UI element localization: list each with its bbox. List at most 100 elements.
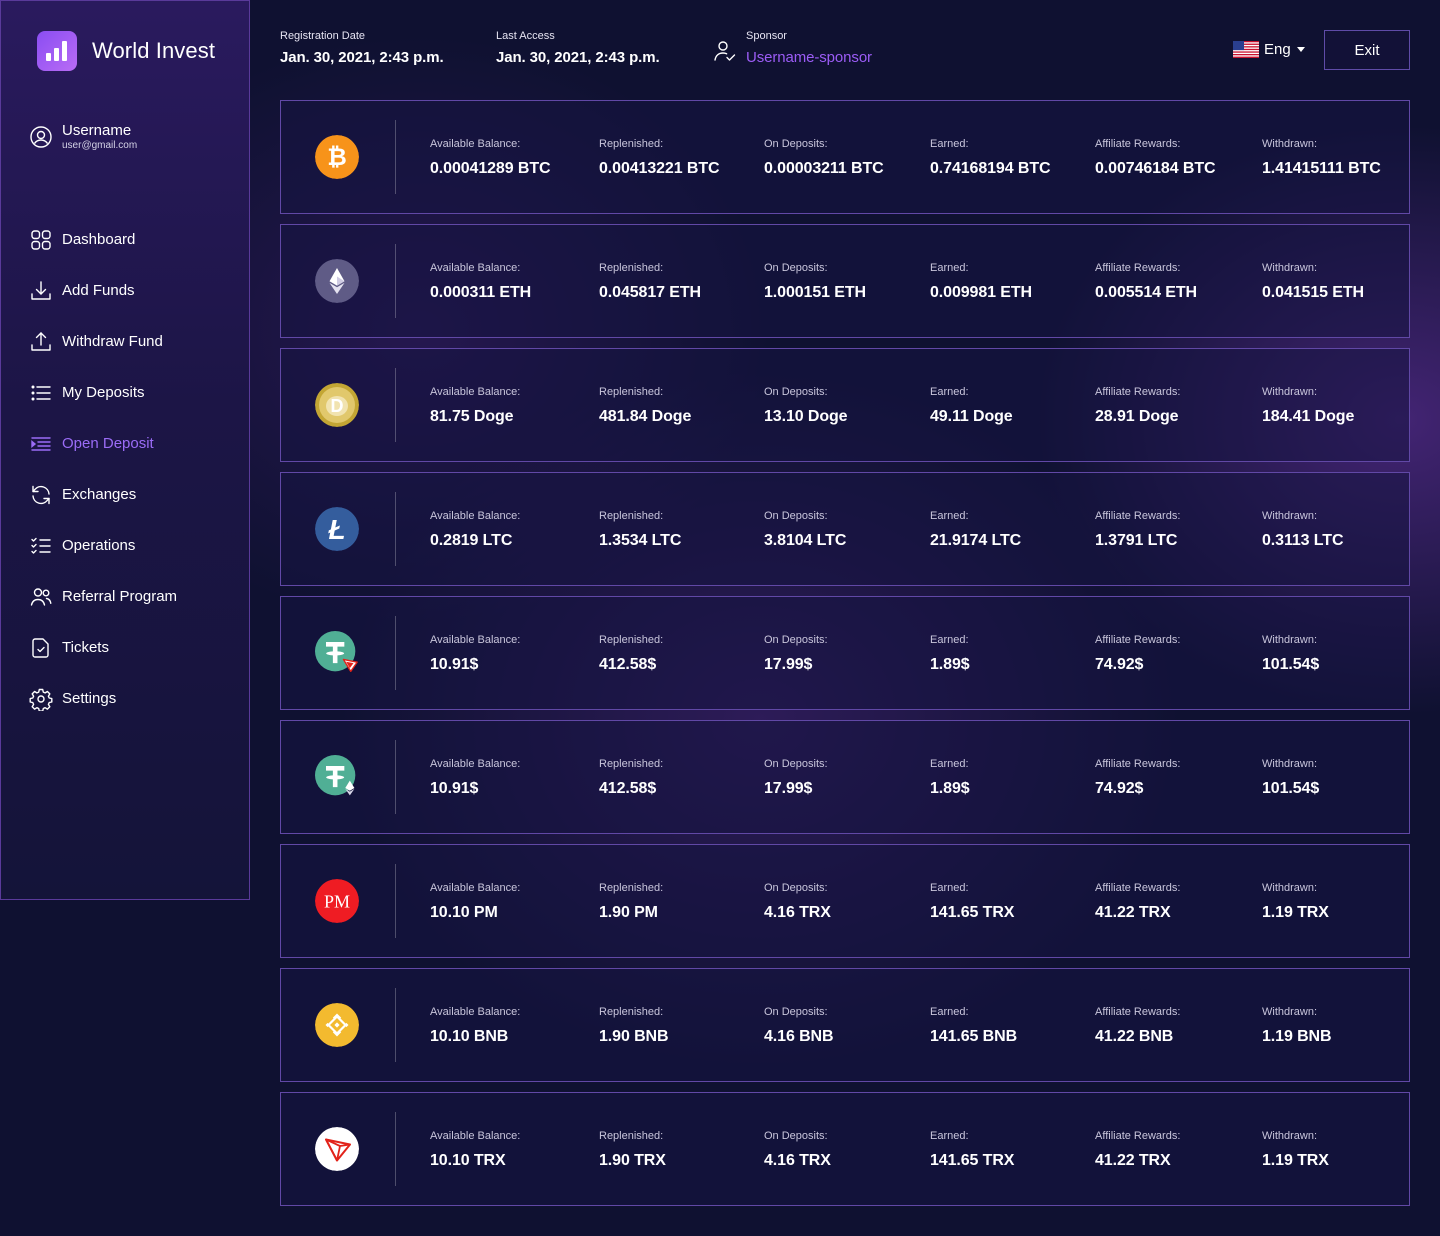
sidebar-item-referral-program[interactable]: Referral Program [29,571,177,622]
cell-value: 10.10 PM [430,904,498,921]
withdrawn: Withdrawn: 101.54$ [1262,634,1319,674]
cell-value: 4.16 TRX [764,1152,831,1169]
cell-label: Available Balance: [430,634,521,646]
cell-label: On Deposits: [764,138,828,150]
cell-value: 141.65 TRX [930,904,1015,921]
litecoin-icon: Ł [315,507,359,551]
replenished: Replenished: 481.84 Doge [599,386,691,426]
cell-value: 28.91 Doge [1095,408,1179,425]
last-access-value: Jan. 30, 2021, 2:43 p.m. [496,49,660,66]
cell-label: Affiliate Rewards: [1095,386,1181,398]
earned: Earned: 141.65 TRX [930,882,1014,922]
sidebar-item-my-deposits[interactable]: My Deposits [29,367,177,418]
wallet-row: Ł Available Balance: 0.2819 LTC Replenish… [280,472,1410,586]
cell-label: Replenished: [599,634,664,646]
svg-text:D: D [331,396,344,416]
affiliate-rewards: Affiliate Rewards: 1.3791 LTC [1095,510,1180,550]
sidebar-item-exchanges[interactable]: Exchanges [29,469,177,520]
cell-value: 0.00041289 BTC [430,160,551,177]
cell-value: 41.22 TRX [1095,904,1171,921]
perfect-money-icon: PM [315,879,359,923]
cell-label: Replenished: [599,758,664,770]
cell-value: 0.2819 LTC [430,532,513,549]
cell-value: 74.92$ [1095,780,1144,797]
cell-value: 0.000311 ETH [430,284,532,301]
exit-button[interactable]: Exit [1324,30,1410,70]
cell-value: 17.99$ [764,656,813,673]
last-access: Last Access Jan. 30, 2021, 2:43 p.m. [496,30,660,66]
cell-label: Available Balance: [430,1006,521,1018]
withdrawn: Withdrawn: 0.041515 ETH [1262,262,1364,302]
svg-text:PM: PM [324,892,350,912]
affiliate-rewards: Affiliate Rewards: 28.91 Doge [1095,386,1180,426]
cell-label: Replenished: [599,138,664,150]
refresh-icon [29,483,53,507]
cell-value: 0.00003211 BTC [764,160,884,177]
cell-value: 0.041515 ETH [1262,284,1364,301]
sidebar-item-label: My Deposits [62,384,145,401]
cell-value: 101.54$ [1262,656,1320,673]
sponsor-link[interactable]: Username-sponsor [746,49,872,66]
cell-label: Withdrawn: [1262,1130,1318,1142]
users-icon [29,585,53,609]
cell-value: 0.00413221 BTC [599,160,720,177]
available-balance: Available Balance: 10.91$ [430,758,520,798]
cell-label: Available Balance: [430,510,521,522]
language-selector[interactable]: Eng [1233,41,1305,58]
withdrawn: Withdrawn: 184.41 Doge [1262,386,1354,426]
on-deposits: On Deposits: 4.16 TRX [764,1130,831,1170]
list-indent-icon [29,432,53,456]
earned: Earned: 0.74168194 BTC [930,138,1051,178]
cell-value: 1.90 TRX [599,1152,666,1169]
sidebar-item-label: Open Deposit [62,435,154,452]
sidebar-item-withdraw-fund[interactable]: Withdraw Fund [29,316,177,367]
cell-label: Available Balance: [430,262,521,274]
cell-value: 412.58$ [599,780,657,797]
sidebar-item-open-deposit[interactable]: Open Deposit [29,418,177,469]
wallet-row: PM Available Balance: 10.10 PM Replenishe… [280,844,1410,958]
cell-label: Earned: [930,1006,969,1018]
sidebar-item-settings[interactable]: Settings [29,673,177,724]
cell-label: Affiliate Rewards: [1095,634,1181,646]
cell-label: Earned: [930,1130,969,1142]
registration-date: Registration Date Jan. 30, 2021, 2:43 p.… [280,30,444,66]
cell-value: 1.19 TRX [1262,1152,1329,1169]
sidebar-item-operations[interactable]: Operations [29,520,177,571]
cell-value: 0.3113 LTC [1262,532,1344,549]
affiliate-rewards: Affiliate Rewards: 41.22 TRX [1095,882,1180,922]
user-check-icon [714,41,736,61]
cell-value: 481.84 Doge [599,408,692,425]
cell-label: On Deposits: [764,634,828,646]
sidebar-item-dashboard[interactable]: Dashboard [29,214,177,265]
cell-value: 1.90 BNB [599,1028,669,1045]
cell-value: 0.005514 ETH [1095,284,1197,301]
cell-value: 101.54$ [1262,780,1320,797]
cell-label: Affiliate Rewards: [1095,758,1181,770]
sidebar-item-label: Dashboard [62,231,136,248]
cell-label: Withdrawn: [1262,758,1318,770]
app-title: World Invest [92,38,216,63]
cell-value: 141.65 TRX [930,1152,1015,1169]
cell-label: Affiliate Rewards: [1095,510,1181,522]
cell-label: Available Balance: [430,882,521,894]
on-deposits: On Deposits: 17.99$ [764,758,828,798]
cell-label: Withdrawn: [1262,386,1318,398]
sidebar-item-label: Withdraw Fund [62,333,163,350]
cell-value: 1.3534 LTC [599,532,682,549]
sidebar-item-label: Operations [62,537,136,554]
dogecoin-icon: D [315,383,359,427]
brand-logo[interactable]: World Invest [37,31,215,71]
on-deposits: On Deposits: 1.000151 ETH [764,262,866,302]
cell-label: Replenished: [599,386,664,398]
username: Username [62,122,132,139]
cell-label: Withdrawn: [1262,1006,1318,1018]
user-profile[interactable]: Username user@gmail.com [29,122,137,152]
cell-value: 74.92$ [1095,656,1144,673]
withdrawn: Withdrawn: 1.19 TRX [1262,1130,1329,1170]
sidebar-item-add-funds[interactable]: Add Funds [29,265,177,316]
row-divider [395,244,396,318]
cell-value: 1.19 TRX [1262,904,1329,921]
available-balance: Available Balance: 0.2819 LTC [430,510,520,550]
sidebar-item-tickets[interactable]: Tickets [29,622,177,673]
tether-erc20-icon [315,755,356,796]
